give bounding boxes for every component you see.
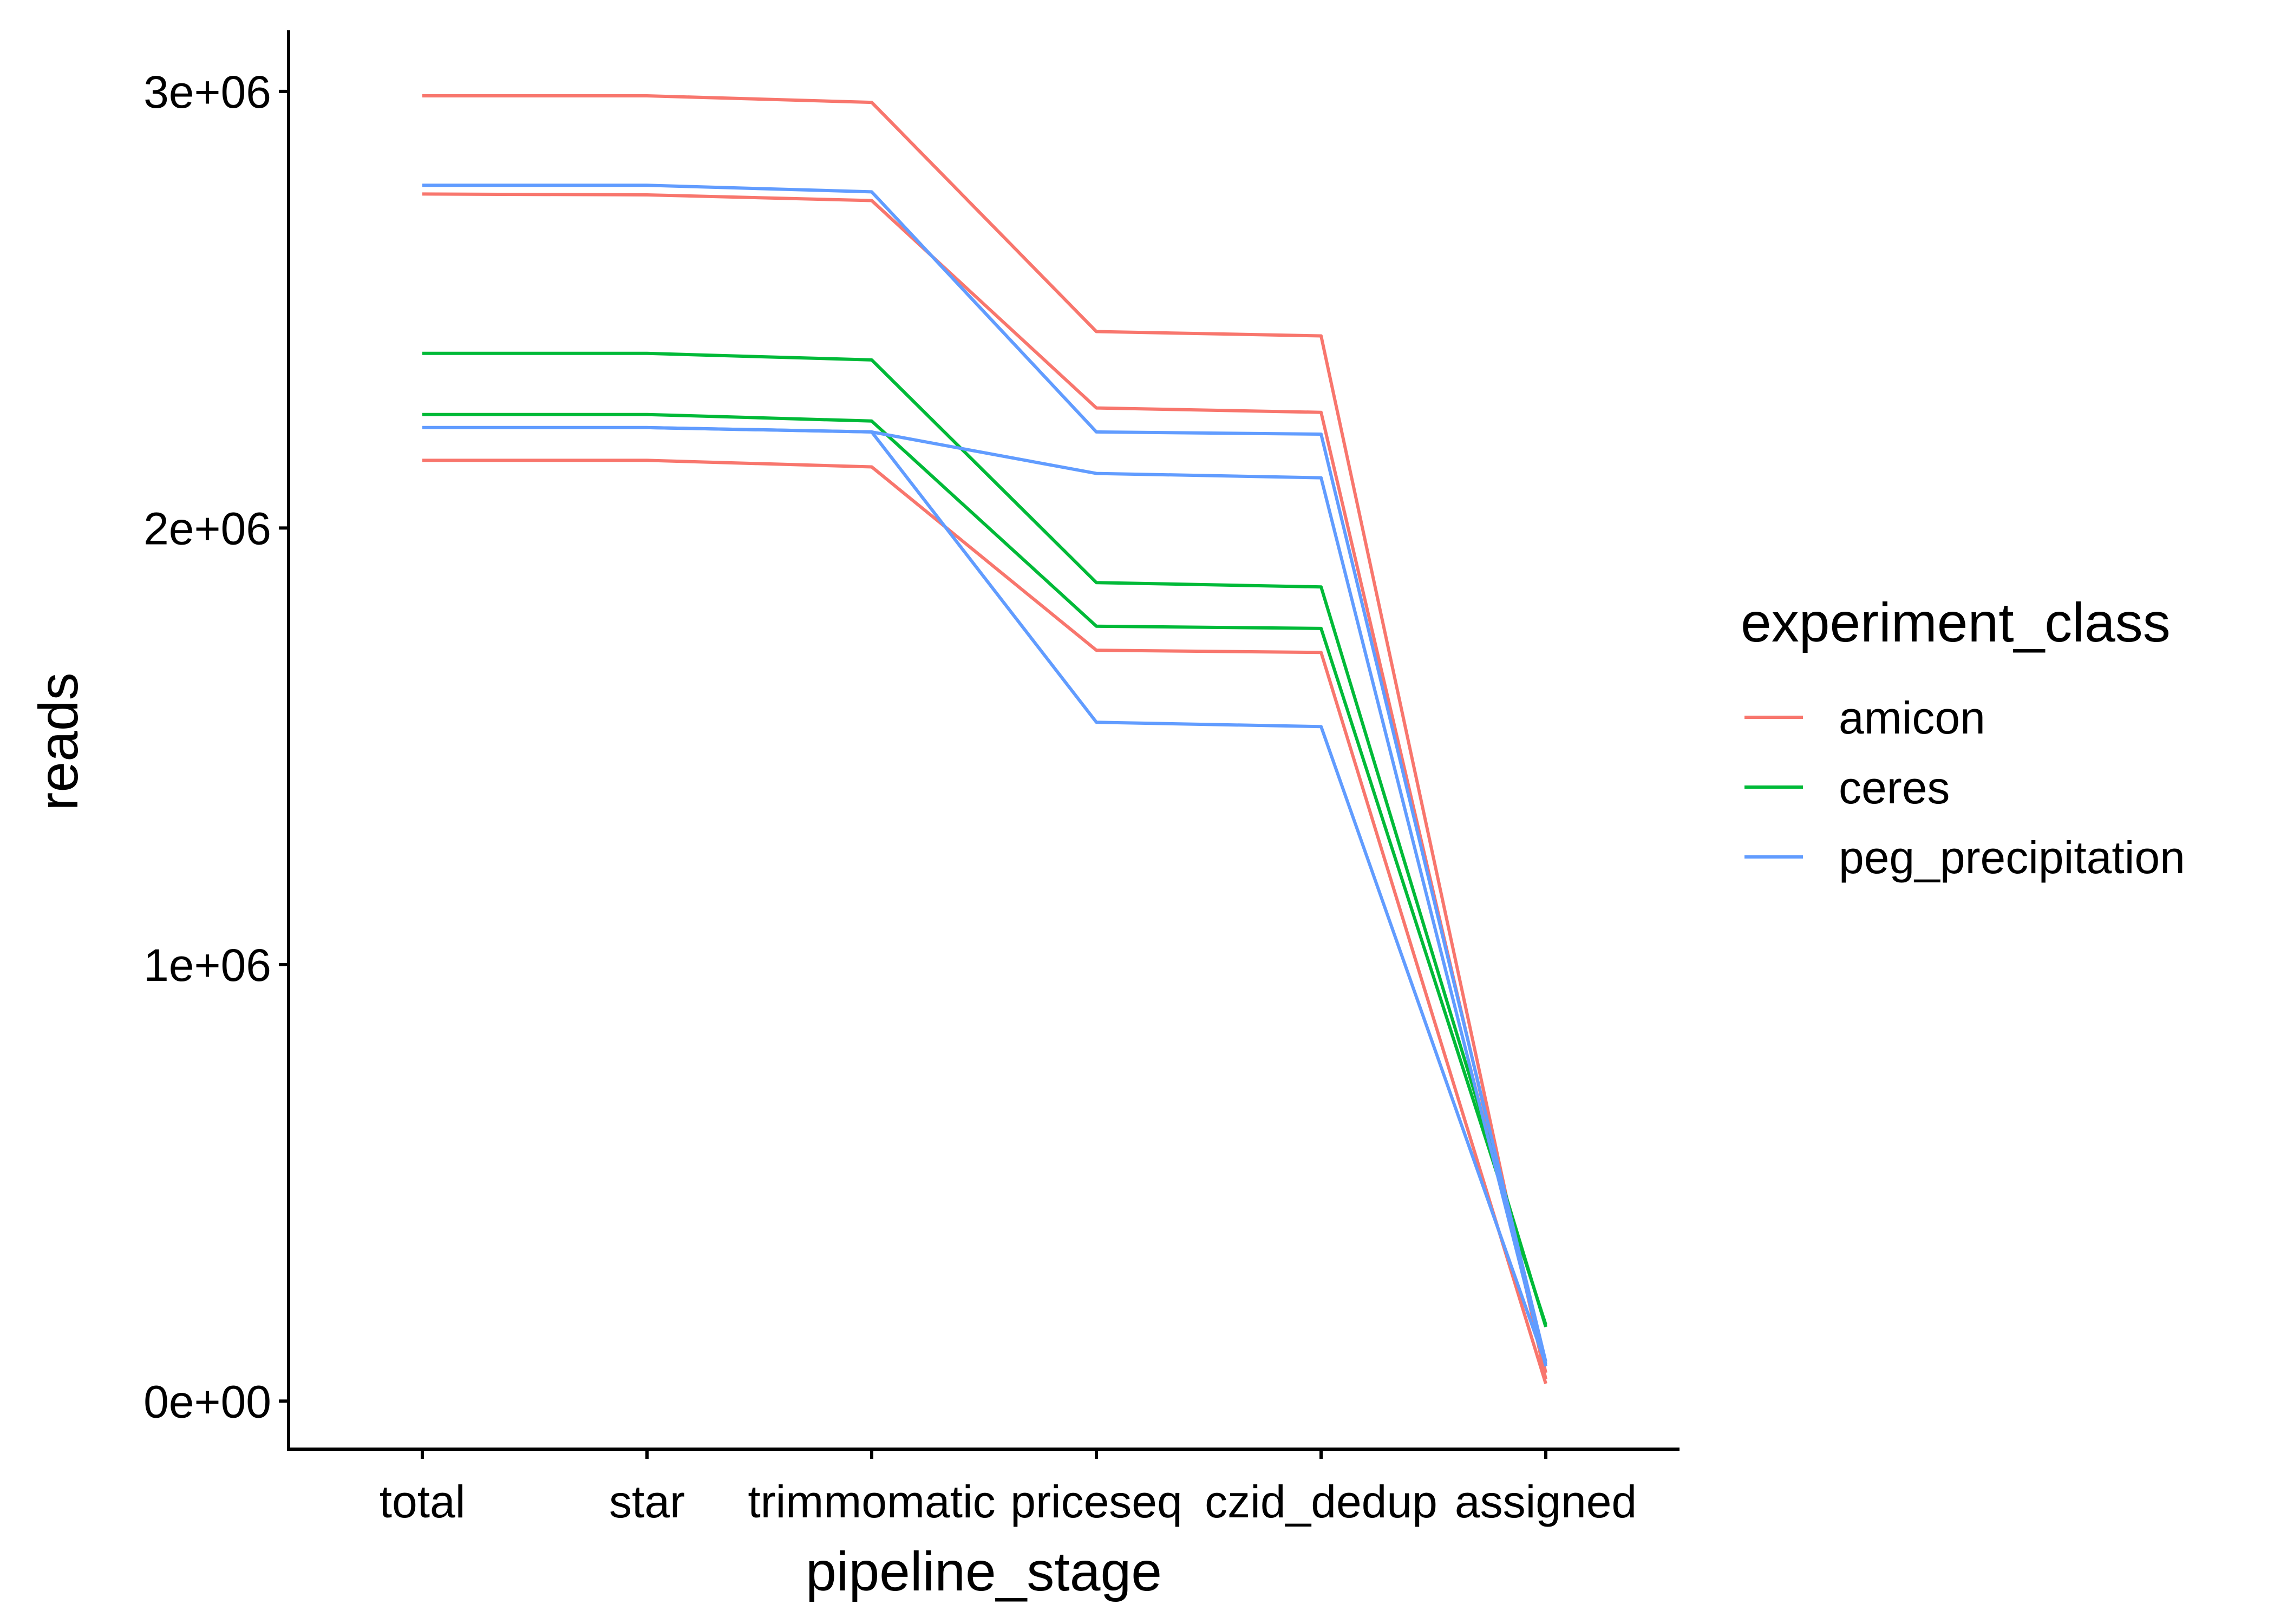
- x-axis-ticks: total star trimmomatic priceseq czid_dedup as…: [380, 1449, 1637, 1527]
- x-tick-label: trimmomatic: [748, 1476, 995, 1527]
- plot-panel: 0e+00 1e+06 2e+06 3e+06 total star trimmomati…: [143, 30, 1680, 1527]
- y-tick-label: 0e+00: [143, 1376, 271, 1427]
- legend-entries: amicon ceres peg_precipitation: [1744, 692, 2185, 883]
- series-lines: [422, 94, 1547, 1384]
- x-tick-label: assigned: [1455, 1476, 1637, 1527]
- legend-label-amicon: amicon: [1839, 692, 1985, 743]
- legend-title: experiment_class: [1741, 592, 2171, 653]
- y-tick-label: 3e+06: [143, 67, 271, 117]
- legend-label-ceres: ceres: [1839, 762, 1950, 813]
- series-line-peg_precipitation-8: [422, 425, 1547, 1365]
- x-tick-label: star: [609, 1476, 685, 1527]
- series-line-ceres-5: [422, 412, 1547, 1326]
- legend: experiment_class amicon ceres peg_precipit…: [1741, 592, 2185, 883]
- series-line-amicon-1: [422, 94, 1547, 1380]
- series-line-peg_precipitation-6: [422, 184, 1547, 1363]
- series-line-amicon-2: [422, 192, 1547, 1373]
- y-tick-label: 1e+06: [143, 940, 271, 991]
- series-line-peg_precipitation-7: [422, 425, 1547, 1367]
- y-axis-ticks: 0e+00 1e+06 2e+06 3e+06: [143, 67, 289, 1427]
- x-tick-label: priceseq: [1010, 1476, 1182, 1527]
- y-axis-title: reads: [28, 672, 89, 810]
- x-tick-label: czid_dedup: [1205, 1476, 1437, 1527]
- series-line-ceres-4: [422, 351, 1547, 1328]
- legend-label-peg_precipitation: peg_precipitation: [1839, 832, 2185, 883]
- x-axis-title: pipeline_stage: [806, 1541, 1162, 1602]
- x-tick-label: total: [380, 1476, 466, 1527]
- series-line-amicon-3: [422, 459, 1547, 1384]
- y-tick-label: 2e+06: [143, 503, 271, 554]
